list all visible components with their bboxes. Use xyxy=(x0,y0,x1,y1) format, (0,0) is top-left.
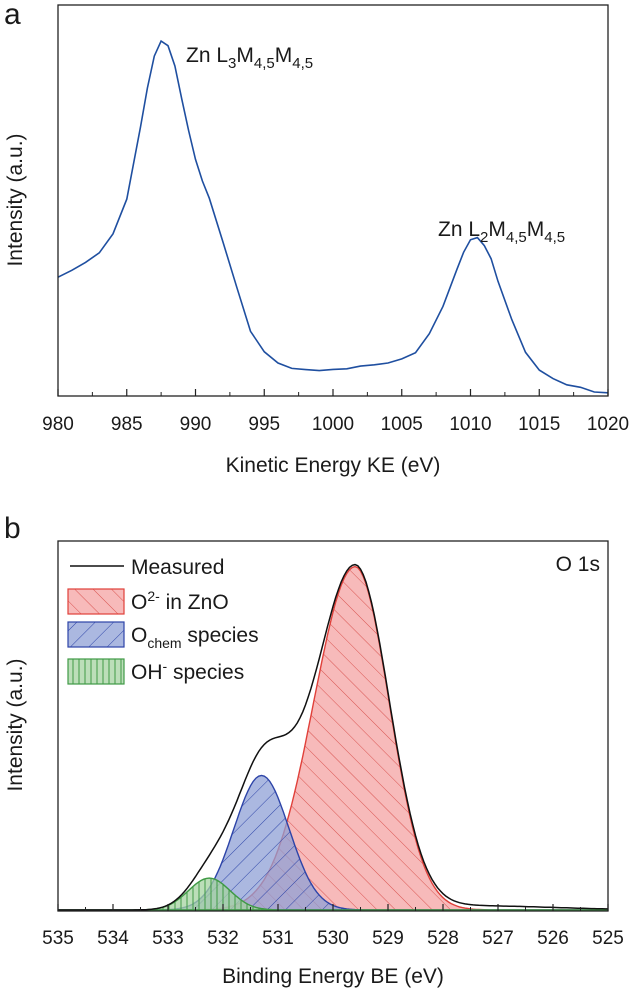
measured-line xyxy=(58,563,608,911)
x-tick-label: 529 xyxy=(372,928,404,949)
legend-label-o2: O2- in ZnO xyxy=(131,588,229,614)
x-tick-label: 1010 xyxy=(449,414,491,435)
o2-component-outline xyxy=(58,565,608,911)
legend-swatch-oh xyxy=(67,658,125,685)
panel-b-corner-label: O 1s xyxy=(556,553,600,576)
panel-a: a 980 985 990 995 1000 1005 1010 1015 1020 Kinet… xyxy=(4,0,629,477)
x-tick-label: 534 xyxy=(97,928,129,949)
peak-annotation: Zn L2M4,5M4,5 xyxy=(438,218,565,246)
x-tick-label: 532 xyxy=(207,928,239,949)
x-tick-label: 525 xyxy=(592,928,624,949)
x-tick-label: 1020 xyxy=(587,414,629,435)
panel-b-legend: Measured O2- in ZnO Ochem species OH- speci… xyxy=(67,556,259,685)
x-tick-label: 528 xyxy=(427,928,459,949)
legend-label-ochem: Ochem species xyxy=(131,624,259,651)
x-tick-label: 995 xyxy=(248,414,280,435)
x-tick-label: 1015 xyxy=(518,414,560,435)
x-tick-label: 985 xyxy=(111,414,143,435)
legend-label-measured: Measured xyxy=(131,556,224,579)
legend-swatch-ochem xyxy=(67,621,125,648)
x-tick-label: 1005 xyxy=(381,414,423,435)
panel-a-annotations: Zn L3M4,5M4,5 Zn L2M4,5M4,5 xyxy=(186,44,565,246)
panel-b: b 535 534 533 532 531 530 529 528 527 526 525 Bind… xyxy=(4,512,624,988)
spectrum-line xyxy=(57,39,609,394)
panel-a-plot-area xyxy=(57,39,609,394)
legend-label-oh: OH- species xyxy=(131,658,244,684)
panel-a-y-axis-title: Intensity (a.u.) xyxy=(4,133,27,266)
peak-annotation: Zn L3M4,5M4,5 xyxy=(186,44,313,72)
panel-b-plot-area xyxy=(58,563,608,911)
x-tick-label: 527 xyxy=(482,928,514,949)
x-tick-label: 535 xyxy=(42,928,74,949)
x-tick-label: 980 xyxy=(42,414,74,435)
x-tick-label: 533 xyxy=(152,928,184,949)
panel-b-letter: b xyxy=(4,512,21,545)
legend-swatch-o2 xyxy=(67,588,125,615)
panel-a-frame xyxy=(57,4,609,397)
x-tick-label: 990 xyxy=(180,414,212,435)
panel-a-x-ticks: 980 985 990 995 1000 1005 1010 1015 1020 xyxy=(42,389,629,435)
x-tick-label: 530 xyxy=(317,928,349,949)
x-tick-label: 526 xyxy=(537,928,569,949)
panel-b-x-axis-title: Binding Energy BE (eV) xyxy=(222,965,444,988)
panel-a-letter: a xyxy=(4,0,21,31)
x-tick-label: 531 xyxy=(262,928,294,949)
panel-b-x-ticks: 535 534 533 532 531 530 529 528 527 526 525 xyxy=(42,904,624,949)
panel-b-y-axis-title: Intensity (a.u.) xyxy=(4,658,27,791)
panel-a-x-axis-title: Kinetic Energy KE (eV) xyxy=(226,454,441,477)
x-tick-label: 1000 xyxy=(312,414,354,435)
